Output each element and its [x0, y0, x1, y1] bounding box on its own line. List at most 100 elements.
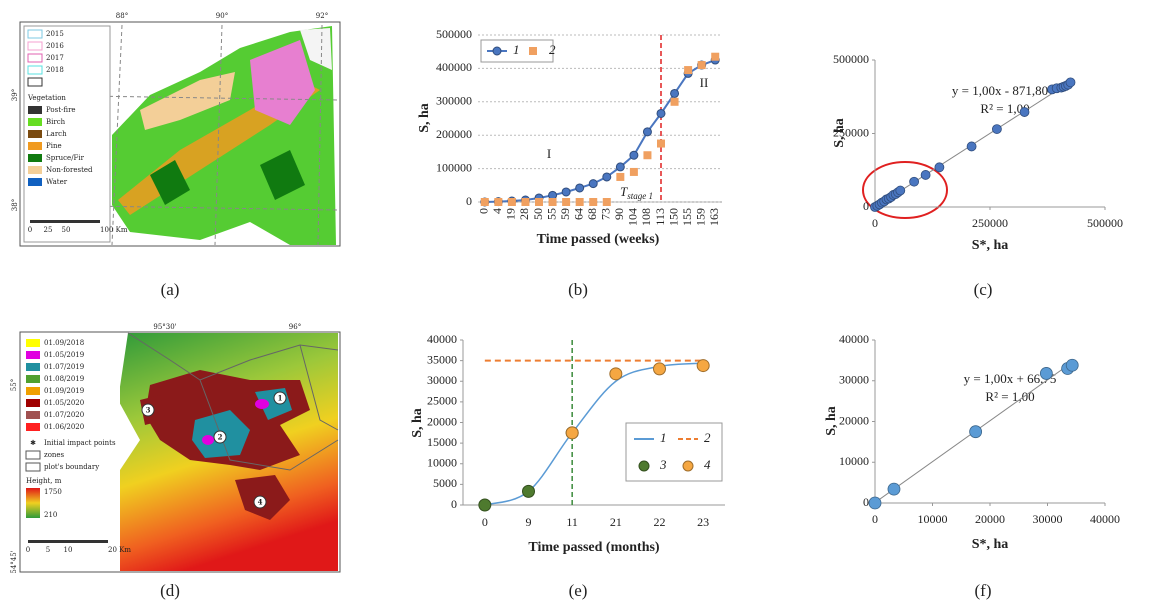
panel-label: (f) — [975, 581, 992, 600]
y-tick-label: 100000 — [436, 160, 472, 174]
legend-label: 1750 — [44, 488, 62, 496]
legend-label: 2018 — [46, 66, 64, 74]
scale-label: 100 Km — [100, 226, 128, 234]
x-axis-title: S*, ha — [972, 537, 1009, 552]
scale-label: 25 — [44, 226, 53, 234]
y-tick-label: 0 — [863, 495, 869, 509]
legend-label: 2 — [549, 42, 556, 57]
legend-label: Pine — [46, 142, 62, 150]
legend-label: Initial impact points — [44, 439, 116, 447]
series-marker — [603, 173, 611, 181]
x-tick-label: 4 — [490, 208, 504, 214]
scatter-point — [1066, 78, 1075, 87]
impact-point-label: 2 — [218, 433, 223, 442]
x-tick-label: 22 — [654, 515, 666, 529]
legend-swatch — [26, 411, 40, 419]
legend-swatch — [26, 375, 40, 383]
x-tick-label: 155 — [680, 208, 694, 226]
impact-point-label: 4 — [258, 498, 263, 507]
series-marker — [630, 168, 638, 176]
series-marker — [494, 198, 502, 206]
series-marker — [630, 151, 638, 159]
series-marker — [643, 128, 651, 136]
scale-label: 0 — [26, 546, 30, 554]
annotation-sub: stage 1 — [627, 191, 653, 201]
y-tick-label: 25000 — [427, 394, 457, 408]
scale-label: 0 — [28, 226, 32, 234]
legend-label: 2015 — [46, 30, 64, 38]
legend-label: Birch — [46, 118, 66, 126]
legend-label: 01.09/2018 — [44, 339, 84, 347]
scatter-point — [921, 170, 930, 179]
series-marker — [654, 363, 666, 375]
series-marker — [616, 163, 624, 171]
lat-label: 38° — [11, 199, 19, 211]
legend-label: 1 — [513, 42, 520, 57]
map-burn-2019 — [255, 399, 269, 409]
scatter-point — [1040, 367, 1052, 379]
y-tick-label: 400000 — [436, 60, 472, 74]
series-marker — [523, 485, 535, 497]
series-marker — [697, 360, 709, 372]
series-marker — [479, 499, 491, 511]
series-marker — [562, 188, 570, 196]
panel-label: (a) — [161, 280, 180, 299]
series-marker — [610, 368, 622, 380]
x-tick-label: 73 — [599, 208, 613, 220]
y-tick-label: 40000 — [427, 332, 457, 346]
legend-label: Post-fire — [46, 106, 76, 114]
x-axis-title: Time passed (weeks) — [537, 232, 660, 247]
panel-label: (c) — [974, 280, 993, 299]
y-tick-label: 500000 — [436, 27, 472, 41]
x-tick-label: 0 — [872, 216, 878, 230]
legend-label: 01.05/2020 — [44, 399, 84, 407]
legend-swatch — [26, 339, 40, 347]
series-marker — [657, 140, 665, 148]
scatter-point — [888, 483, 900, 495]
legend-swatch — [639, 461, 649, 471]
x-tick-label: 20000 — [975, 512, 1005, 526]
legend-label: 2016 — [46, 42, 64, 50]
x-tick-label: 50 — [531, 208, 545, 220]
y-axis-title: S, ha — [824, 406, 839, 436]
legend-label: plot's boundary — [44, 463, 99, 471]
legend-swatch — [28, 178, 42, 186]
x-tick-label: 9 — [526, 515, 532, 529]
series-marker — [671, 89, 679, 97]
y-axis-title: S, ha — [410, 408, 425, 438]
x-axis-title: S*, ha — [972, 238, 1009, 253]
y-tick-label: 5000 — [433, 476, 457, 490]
legend-swatch — [28, 106, 42, 114]
y-tick-label: 30000 — [839, 373, 869, 387]
x-tick-label: 500000 — [1087, 216, 1123, 230]
series-marker — [698, 61, 706, 69]
scale-label: 10 — [64, 546, 73, 554]
x-tick-label: 11 — [566, 515, 578, 529]
legend-title: Height, m — [26, 477, 62, 485]
height-bar — [26, 488, 40, 518]
legend-label: 01.08/2019 — [44, 375, 84, 383]
impact-point-label: 3 — [146, 406, 151, 415]
x-tick-label: 0 — [872, 512, 878, 526]
series-marker — [535, 198, 543, 206]
series-marker — [711, 53, 719, 61]
x-tick-label: 250000 — [972, 216, 1008, 230]
series-marker — [576, 184, 584, 192]
x-tick-label: 113 — [653, 208, 667, 226]
x-tick-label: 163 — [707, 208, 721, 226]
legend-swatch — [26, 399, 40, 407]
series-marker — [566, 427, 578, 439]
y-tick-label: 0 — [451, 497, 457, 511]
scale-bar — [28, 540, 108, 543]
x-tick-label: 23 — [697, 515, 709, 529]
series-marker — [521, 198, 529, 206]
x-tick-label: 0 — [482, 515, 488, 529]
scatter-point — [1066, 359, 1078, 371]
legend-swatch — [26, 351, 40, 359]
y-tick-label: 500000 — [833, 52, 869, 66]
legend-swatch — [26, 363, 40, 371]
series-marker — [657, 109, 665, 117]
scatter-point — [910, 177, 919, 186]
series-marker — [616, 173, 624, 181]
figure: S, ha Time passed (weeks) I II Tstage 1 … — [0, 0, 1159, 605]
